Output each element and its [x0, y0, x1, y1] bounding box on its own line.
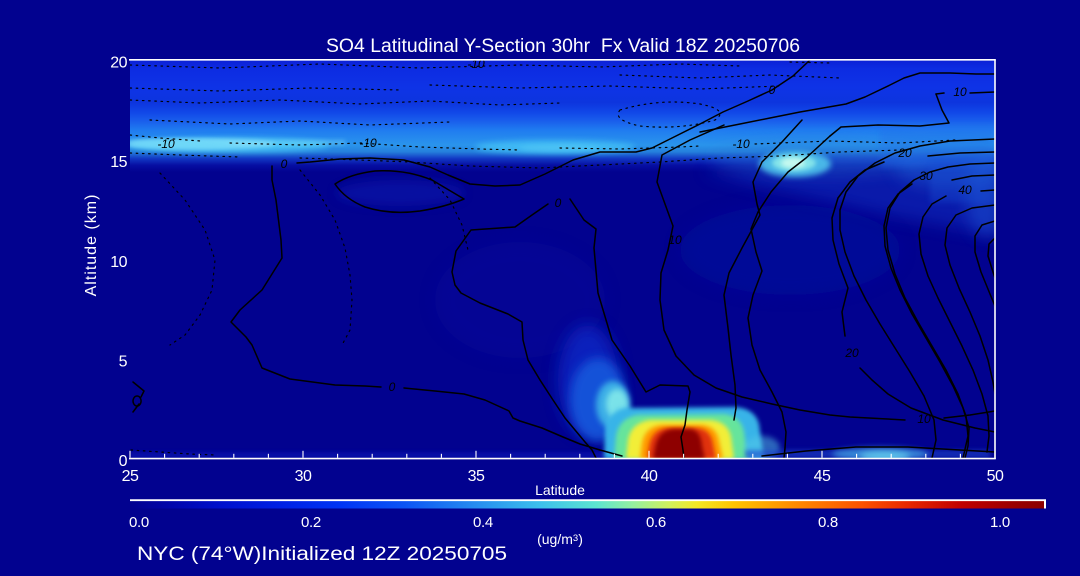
svg-text:5: 5 — [119, 353, 128, 370]
svg-text:0.6: 0.6 — [646, 514, 666, 531]
svg-text:30: 30 — [295, 468, 312, 485]
svg-text:25: 25 — [122, 468, 139, 485]
svg-text:(ug/m3): (ug/m3) — [537, 531, 583, 547]
svg-text:20: 20 — [897, 146, 912, 160]
svg-text:-10: -10 — [732, 137, 750, 151]
svg-text:0.0: 0.0 — [129, 514, 149, 531]
svg-text:Latitude: Latitude — [535, 482, 585, 498]
svg-text:45: 45 — [814, 468, 831, 485]
svg-text:10: 10 — [917, 412, 931, 426]
svg-text:1.0: 1.0 — [990, 514, 1010, 531]
svg-text:30: 30 — [919, 169, 933, 183]
svg-text:0: 0 — [389, 380, 396, 394]
svg-text:10: 10 — [110, 254, 127, 271]
svg-text:10: 10 — [668, 233, 682, 247]
svg-text:NYC (74°W)Initialized 12Z 2025: NYC (74°W)Initialized 12Z 20250705 — [137, 544, 507, 565]
svg-text:0.8: 0.8 — [818, 514, 838, 531]
svg-text:0: 0 — [119, 453, 128, 470]
svg-text:0: 0 — [281, 157, 288, 171]
svg-text:0: 0 — [769, 83, 776, 97]
svg-text:-10: -10 — [359, 136, 377, 150]
svg-text:-10: -10 — [157, 137, 175, 151]
svg-text:Altitude (km): Altitude (km) — [83, 194, 100, 297]
svg-text:10: 10 — [953, 85, 967, 99]
svg-text:50: 50 — [987, 468, 1004, 485]
svg-text:40: 40 — [641, 468, 658, 485]
svg-text:20: 20 — [844, 346, 859, 360]
svg-text:20: 20 — [110, 55, 127, 72]
svg-text:15: 15 — [110, 154, 127, 171]
svg-text:40: 40 — [958, 183, 972, 197]
svg-text:0: 0 — [555, 196, 562, 210]
svg-text:0.4: 0.4 — [473, 514, 493, 531]
svg-text:0.2: 0.2 — [301, 514, 321, 531]
svg-text:SO4 Latitudinal Y-Section 30hr: SO4 Latitudinal Y-Section 30hr Fx Valid … — [326, 36, 800, 57]
svg-text:35: 35 — [468, 468, 485, 485]
